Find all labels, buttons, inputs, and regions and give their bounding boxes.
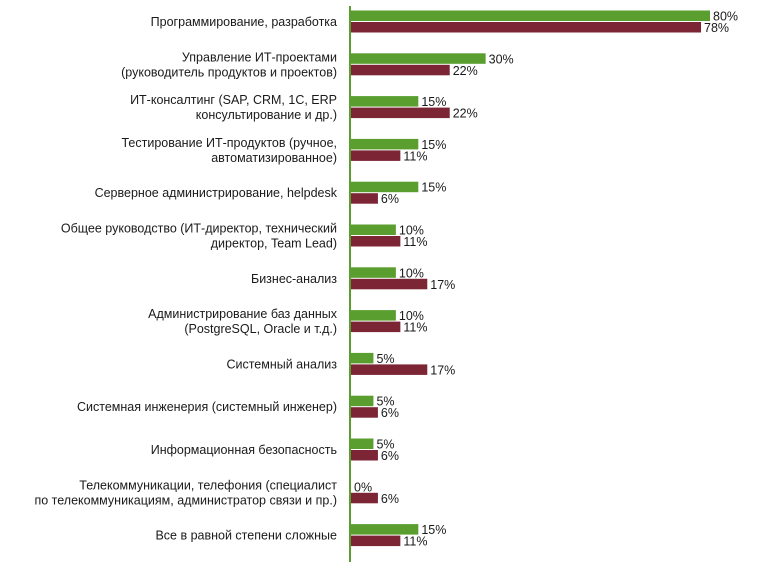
data-label: 17% bbox=[430, 278, 455, 292]
data-label: 22% bbox=[453, 64, 478, 78]
data-label: 6% bbox=[381, 449, 399, 463]
data-label: 10% bbox=[399, 266, 424, 280]
category-label: ИТ-консалтинг (SAP, CRM, 1С, ERP консульт… bbox=[130, 93, 337, 122]
data-label: 10% bbox=[399, 224, 424, 238]
bar-series-1 bbox=[351, 53, 486, 64]
category-label: Общее руководство (ИТ-директор, техничес… bbox=[61, 222, 337, 251]
bar-series-1 bbox=[351, 181, 419, 193]
category-label: Информационная безопасность bbox=[151, 443, 337, 457]
data-label: 5% bbox=[376, 395, 394, 409]
bar-series-2 bbox=[351, 193, 378, 204]
bar-series-1 bbox=[351, 138, 419, 150]
category-label: Программирование, разработка bbox=[151, 15, 337, 29]
data-label: 11% bbox=[403, 321, 427, 335]
bar-series-1 bbox=[351, 524, 419, 535]
bar-series-1 bbox=[351, 10, 710, 21]
bar-series-2 bbox=[351, 407, 378, 418]
data-label: 11% bbox=[403, 235, 427, 249]
bar-series-2 bbox=[351, 107, 450, 119]
bar-series-2 bbox=[351, 22, 702, 33]
data-label: 80% bbox=[713, 10, 738, 24]
data-label: 6% bbox=[381, 406, 399, 420]
data-label: 10% bbox=[399, 309, 424, 323]
bar-series-2 bbox=[351, 492, 378, 504]
bar-series-2 bbox=[351, 64, 450, 76]
category-label: Бизнес-анализ bbox=[251, 272, 337, 286]
data-label: 78% bbox=[704, 21, 729, 35]
category-label: Системный анализ bbox=[226, 357, 337, 371]
data-label: 30% bbox=[489, 52, 514, 66]
bar-series-2 bbox=[351, 535, 401, 547]
data-label: 11% bbox=[403, 535, 427, 549]
data-label: 11% bbox=[403, 149, 427, 163]
data-label: 17% bbox=[430, 363, 455, 377]
bar-series-2 bbox=[351, 150, 401, 161]
data-label: 5% bbox=[376, 352, 394, 366]
category-label: Тестирование ИТ-продуктов (ручное, автома… bbox=[121, 136, 337, 165]
data-label: 5% bbox=[376, 438, 394, 452]
bar-series-1 bbox=[351, 352, 374, 364]
data-label: 15% bbox=[421, 95, 446, 109]
category-label: Серверное администрирование, helpdesk bbox=[95, 186, 338, 200]
bar-series-2 bbox=[351, 364, 428, 375]
data-label: 15% bbox=[421, 523, 446, 537]
bar-series-1 bbox=[351, 310, 396, 321]
data-label: 15% bbox=[421, 138, 446, 152]
category-label: Телекоммуникации, телефония (специалист п… bbox=[34, 478, 337, 507]
bar-series-1 bbox=[351, 96, 419, 107]
data-label: 15% bbox=[421, 181, 446, 195]
bar-series-2 bbox=[351, 450, 378, 461]
bar-series-1 bbox=[351, 267, 396, 278]
data-label: 22% bbox=[453, 107, 478, 121]
bar-series-1 bbox=[351, 438, 374, 449]
bar-series-1 bbox=[351, 224, 396, 235]
data-label: 6% bbox=[381, 492, 399, 506]
category-label: Управление ИТ-проектами (руководитель про… bbox=[121, 50, 337, 79]
bar-series-1 bbox=[351, 395, 374, 407]
data-label: 0% bbox=[354, 480, 372, 494]
category-label: Системная инженерия (системный инженер) bbox=[77, 400, 337, 414]
category-label: Все в равной степени сложные bbox=[155, 529, 337, 543]
bar-series-2 bbox=[351, 278, 428, 290]
category-label: Администрирование баз данных (PostgreSQL,… bbox=[148, 307, 338, 336]
bar-series-2 bbox=[351, 236, 401, 247]
bar-series-2 bbox=[351, 321, 401, 333]
data-label: 6% bbox=[381, 192, 399, 206]
